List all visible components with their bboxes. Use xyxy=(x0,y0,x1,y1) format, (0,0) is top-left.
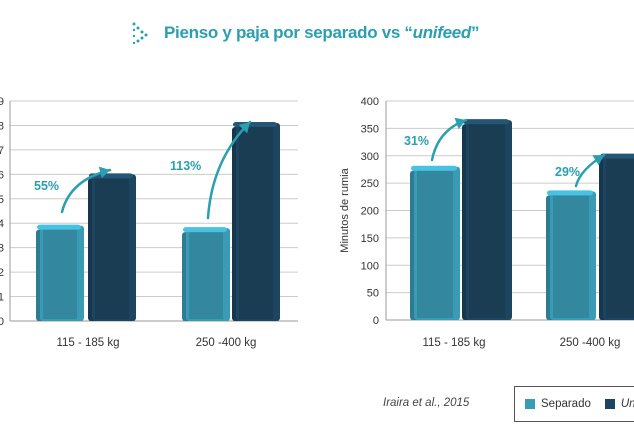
legend-label-unifeed: Unifeed xyxy=(620,398,634,410)
chart-left: 0 1 2 3 4 5 6 7 8 9 115 - 185 kg 250 -400 kg 55% 113% xyxy=(0,96,298,349)
y-tick-label: 6 xyxy=(0,169,4,181)
y-tick-label: 4 xyxy=(0,218,4,230)
title-close: ” xyxy=(471,23,480,42)
bar-top xyxy=(463,119,509,125)
y-tick-label: 9 xyxy=(0,96,4,108)
y-tick-label: 1 xyxy=(0,292,4,304)
bar-inner xyxy=(417,170,453,318)
bar-separado xyxy=(546,190,596,320)
y-tick-label: 100 xyxy=(361,260,379,272)
y-tick-label: 400 xyxy=(361,96,379,108)
bar-top xyxy=(183,227,227,233)
arrow-head xyxy=(98,166,110,179)
legend-swatch-separado xyxy=(525,399,535,409)
growth-arrow xyxy=(206,120,252,220)
bar-unifeed xyxy=(462,119,512,320)
y-tick-label: 7 xyxy=(0,145,4,157)
bar-top xyxy=(600,153,634,159)
bar-unifeed xyxy=(232,122,280,321)
legend: Separado Unifeed xyxy=(514,386,634,422)
x-category-label: 115 - 185 kg xyxy=(422,337,485,349)
percent-annotation: 113% xyxy=(170,159,201,173)
bar-top xyxy=(89,173,133,179)
bar-top xyxy=(37,224,81,230)
legend-item-unifeed: Unifeed xyxy=(604,398,634,410)
bar-separado xyxy=(410,165,460,320)
x-category-label: 115 - 185 kg xyxy=(56,337,119,349)
bar-inner xyxy=(606,158,634,318)
y-tick-label: 0 xyxy=(373,315,379,327)
percent-annotation: 29% xyxy=(555,165,580,179)
y-axis-label: Minutos de rumia xyxy=(339,167,351,252)
y-tick-label: 350 xyxy=(361,123,379,135)
bar-unifeed xyxy=(88,173,136,321)
bar-unifeed xyxy=(599,153,634,320)
y-tick-label: 250 xyxy=(361,178,379,190)
legend-swatch-unifeed xyxy=(604,399,615,409)
bar-inner xyxy=(189,232,223,319)
title-main: Pienso y paja por separado vs “ xyxy=(164,23,413,42)
y-tick-label: 150 xyxy=(361,233,379,245)
legend-item-separado: Separado xyxy=(525,398,591,410)
bar-top xyxy=(411,165,457,171)
y-tick-label: 2 xyxy=(0,267,4,279)
page-title: Pienso y paja por separado vs “unifeed” xyxy=(164,23,480,43)
percent-annotation: 55% xyxy=(34,179,59,193)
y-tick-label: 300 xyxy=(361,151,379,163)
bar-inner xyxy=(95,178,129,319)
y-tick-label: 3 xyxy=(0,243,4,255)
x-category-label: 250 -400 kg xyxy=(560,337,621,349)
y-tick-label: 0 xyxy=(0,316,4,328)
x-category-label: 250 -400 kg xyxy=(196,337,257,349)
bar-inner xyxy=(553,195,589,318)
y-tick-label: 5 xyxy=(0,194,4,206)
bar-separado xyxy=(36,224,84,321)
bar-inner xyxy=(469,124,505,318)
chevron-right-icon xyxy=(132,22,148,44)
arrow-head xyxy=(238,122,250,134)
y-tick-label: 50 xyxy=(367,288,379,300)
arrow-head xyxy=(454,117,466,130)
title-italic: unifeed xyxy=(412,23,472,42)
y-tick-label: 8 xyxy=(0,120,4,132)
chart-right: 0 50 100 150 200 250 300 350 400 Minutos de rumia… xyxy=(339,96,634,349)
bar-separado xyxy=(182,227,230,321)
bar-top xyxy=(233,122,277,127)
legend-label-separado: Separado xyxy=(541,398,591,410)
y-tick-label: 200 xyxy=(361,206,379,218)
bar-inner xyxy=(43,229,77,319)
source-citation: Iraira et al., 2015 xyxy=(383,397,470,409)
bar-inner xyxy=(239,127,273,319)
chart-title-row: Pienso y paja por separado vs “unifeed” xyxy=(130,18,480,48)
arrow-head xyxy=(592,155,604,166)
bar-top xyxy=(547,190,593,196)
percent-annotation: 31% xyxy=(404,134,429,148)
